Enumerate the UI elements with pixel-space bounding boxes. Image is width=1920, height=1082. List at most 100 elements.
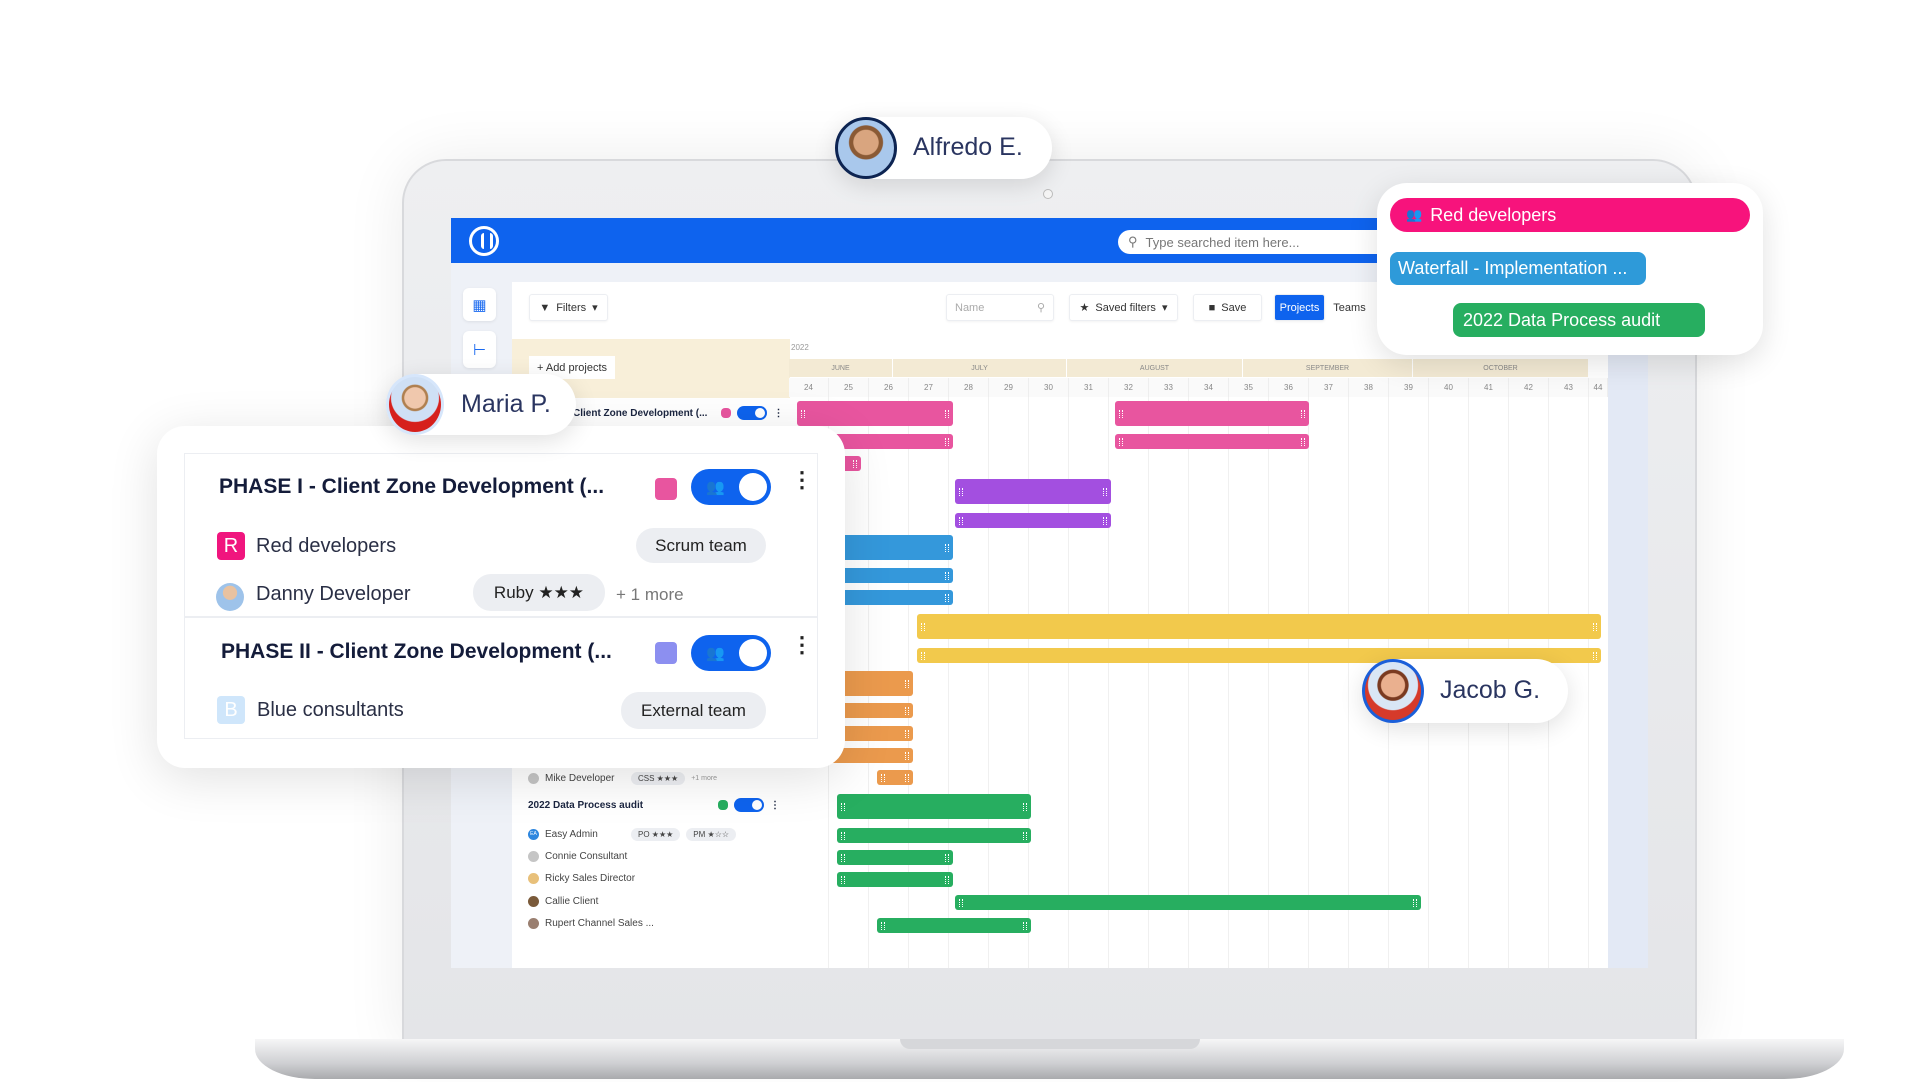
save-label: Save <box>1221 301 1247 314</box>
gantt-member-bar[interactable] <box>1115 434 1309 449</box>
skill-pill: PM ★☆☆ <box>686 828 737 841</box>
avatar <box>528 773 539 784</box>
danny-avatar <box>216 583 244 611</box>
month-label: AUGUST <box>1067 359 1243 377</box>
gantt-member-bar[interactable] <box>837 828 1031 843</box>
list-member-row[interactable]: EA Easy Admin PO ★★★ PM ★☆☆ <box>528 828 737 841</box>
gantt-project-bar[interactable] <box>1115 401 1309 426</box>
more-options-icon[interactable]: ⋮ <box>791 632 813 657</box>
phase1-title[interactable]: PHASE I - Client Zone Development (... <box>219 475 605 498</box>
dashboard-view-button[interactable]: ▦ <box>463 288 496 321</box>
week-label: 40 <box>1429 378 1469 397</box>
more-options-icon[interactable]: ⋮ <box>791 467 813 492</box>
avatar <box>528 873 539 884</box>
search-placeholder: Type searched item here... <box>1145 234 1300 250</box>
avatar <box>528 918 539 929</box>
phase2-title[interactable]: PHASE II - Client Zone Development (... <box>221 640 612 663</box>
list-project-row[interactable]: 2022 Data Process audit ⋮ <box>528 798 780 812</box>
saved-filters-button[interactable]: ★ Saved filters ▾ <box>1069 294 1178 321</box>
phase1-color-swatch[interactable] <box>655 478 677 500</box>
project-color-swatch <box>718 800 728 810</box>
tag-waterfall[interactable]: Waterfall - Implementation ... <box>1390 252 1646 285</box>
list-member-row[interactable]: Mike Developer CSS ★★★ +1 more <box>528 772 717 785</box>
list-member-row[interactable]: Rupert Channel Sales ... <box>528 918 654 929</box>
month-label: SEPTEMBER <box>1243 359 1413 377</box>
people-icon: 👥 <box>706 479 725 496</box>
team-badge: R <box>217 532 245 560</box>
star-icon: ★ <box>1079 302 1090 314</box>
more-options-icon[interactable]: ⋮ <box>773 407 784 419</box>
filters-button[interactable]: ▼ Filters ▾ <box>529 294 608 321</box>
week-label: 41 <box>1469 378 1509 397</box>
grid-line <box>1188 397 1189 968</box>
project-color-swatch <box>721 408 732 418</box>
gantt-member-bar[interactable] <box>837 872 953 887</box>
grid-line <box>1588 397 1589 968</box>
search-icon: ⚲ <box>1128 234 1138 249</box>
gantt-member-bar[interactable] <box>877 918 1031 933</box>
laptop-notch <box>900 1039 1200 1049</box>
user-badge-alfredo: Alfredo E. <box>835 117 1052 179</box>
member-name[interactable]: Danny Developer <box>256 583 411 605</box>
save-button[interactable]: ■ Save <box>1193 294 1262 321</box>
team-type-pill: Scrum team <box>636 528 766 563</box>
add-projects-button[interactable]: + Add projects <box>529 356 615 379</box>
skill-pill: Ruby ★★★ <box>473 574 605 611</box>
card-divider <box>184 616 818 618</box>
week-label: 37 <box>1309 378 1349 397</box>
grid-line <box>1148 397 1149 968</box>
tab-projects[interactable]: Projects <box>1274 294 1325 321</box>
member-name: Easy Admin <box>545 829 598 840</box>
grid-line <box>1348 397 1349 968</box>
week-label: 28 <box>949 378 989 397</box>
gantt-project-bar[interactable] <box>797 401 953 426</box>
grid-line <box>1028 397 1029 968</box>
month-label: OCTOBER <box>1413 359 1589 377</box>
more-skills-link[interactable]: + 1 more <box>616 585 684 604</box>
gantt-project-bar[interactable] <box>837 794 1031 819</box>
year-label: 2022 <box>791 343 809 352</box>
grid-line <box>988 397 989 968</box>
hierarchy-icon: ⊢ <box>472 341 487 359</box>
tab-teams[interactable]: Teams <box>1327 294 1372 321</box>
phase2-team-toggle[interactable]: 👥 <box>691 635 771 671</box>
week-label: 30 <box>1029 378 1069 397</box>
week-label: 34 <box>1189 378 1229 397</box>
tree-view-button[interactable]: ⊢ <box>463 331 496 368</box>
member-name: Rupert Channel Sales ... <box>545 918 654 929</box>
avatar: EA <box>528 829 539 840</box>
list-member-row[interactable]: Connie Consultant <box>528 851 627 862</box>
week-label: 31 <box>1069 378 1109 397</box>
gantt-project-bar[interactable] <box>955 479 1111 504</box>
more-skills[interactable]: +1 more <box>691 775 718 782</box>
gantt-timeline: 2022 JUNE JULY AUGUST SEPTEMBER OCTOBER 24 25 2… <box>789 339 1629 968</box>
team-toggle[interactable] <box>737 406 768 420</box>
phase2-color-swatch[interactable] <box>655 642 677 664</box>
user-badge-maria: Maria P. <box>386 374 576 435</box>
tag-data-audit[interactable]: 2022 Data Process audit <box>1453 303 1705 337</box>
tag-red-developers[interactable]: 👥 Red developers <box>1390 198 1750 232</box>
gantt-member-bar[interactable] <box>955 513 1111 528</box>
more-options-icon[interactable]: ⋮ <box>770 799 780 811</box>
week-label: 35 <box>1229 378 1269 397</box>
week-label: 43 <box>1549 378 1589 397</box>
search-input[interactable]: ⚲ Type searched item here... <box>1118 230 1398 254</box>
gantt-project-bar[interactable] <box>917 614 1601 639</box>
list-project-row[interactable]: Client Zone Development (... ⋮ <box>573 406 783 420</box>
week-label: 44 <box>1589 378 1608 397</box>
app-logo[interactable] <box>469 226 499 256</box>
team-toggle[interactable] <box>734 798 764 812</box>
skill-pill: CSS ★★★ <box>631 772 686 785</box>
avatar <box>835 117 897 179</box>
gantt-member-bar[interactable] <box>837 850 953 865</box>
name-filter-input[interactable]: Name ⚲ <box>946 294 1054 321</box>
grid-line <box>1308 397 1309 968</box>
avatar <box>528 851 539 862</box>
team-name[interactable]: Red developers <box>256 535 397 557</box>
gantt-member-bar[interactable] <box>877 770 913 785</box>
team-name[interactable]: Blue consultants <box>257 699 404 721</box>
list-member-row[interactable]: Callie Client <box>528 896 598 907</box>
gantt-member-bar[interactable] <box>955 895 1421 910</box>
phase1-team-toggle[interactable]: 👥 <box>691 469 771 505</box>
list-member-row[interactable]: Ricky Sales Director <box>528 873 635 884</box>
